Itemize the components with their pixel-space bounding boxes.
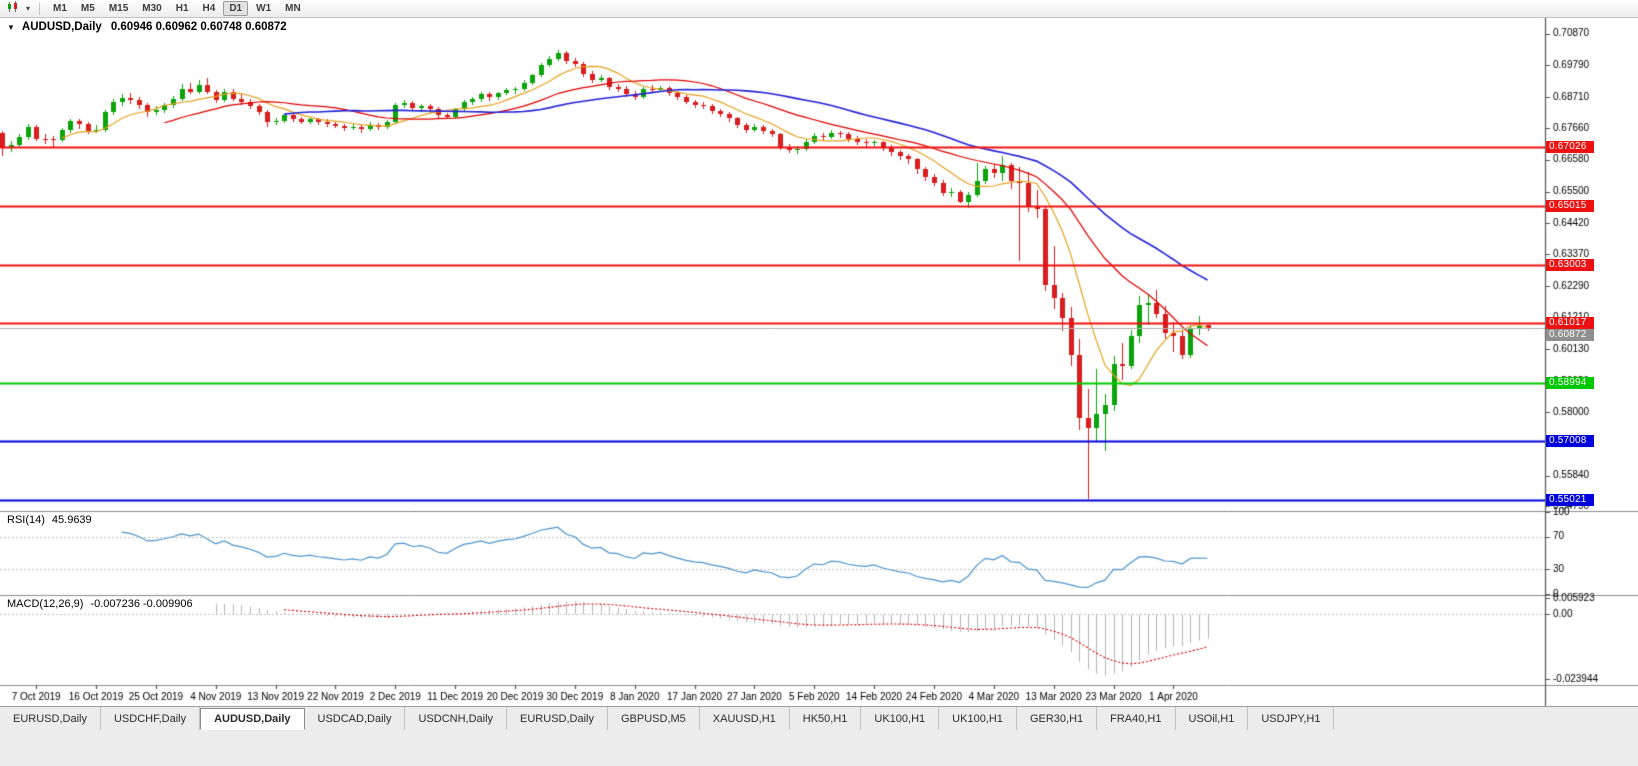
chart-style-button[interactable] — [4, 1, 23, 17]
chart-ohlc-values: 0.60946 0.60962 0.60748 0.60872 — [110, 21, 287, 33]
chart-tab-ger30-h1-11[interactable]: GER30,H1 — [1016, 707, 1098, 730]
chart-tab-uk100-h1-10[interactable]: UK100,H1 — [939, 707, 1017, 730]
chart-symbol-period: AUDUSD,Daily — [21, 21, 102, 33]
macd-indicator-label: MACD(12,26,9) -0.007236 -0.009906 — [7, 598, 193, 610]
chart-tab-usdjpy-h1-14[interactable]: USDJPY,H1 — [1248, 707, 1335, 730]
timeframe-button-m15[interactable]: M15 — [103, 1, 134, 16]
chart-tab-xauusd-h1-7[interactable]: XAUUSD,H1 — [699, 707, 790, 730]
price-level-badge-0.67026: 0.67026 — [1546, 141, 1594, 153]
timeframe-button-m1[interactable]: M1 — [47, 1, 73, 16]
timeframe-button-h4[interactable]: H4 — [197, 1, 222, 16]
status-strip — [0, 730, 1638, 766]
chart-tab-audusd-daily-2[interactable]: AUDUSD,Daily — [200, 708, 305, 730]
timeframe-button-h1[interactable]: H1 — [170, 1, 195, 16]
rsi-name: RSI(14) — [7, 514, 45, 526]
chart-tab-eurusd-daily-0[interactable]: EURUSD,Daily — [0, 707, 101, 730]
price-level-badge-0.58994: 0.58994 — [1546, 377, 1594, 389]
timeframe-buttons: M1 M5 M15 M30 H1 H4 D1 W1 MN — [46, 1, 308, 16]
price-level-badge-0.61017: 0.61017 — [1546, 317, 1594, 329]
macd-values: -0.007236 -0.009906 — [90, 598, 193, 610]
chart-tab-usdchf-daily-1[interactable]: USDCHF,Daily — [100, 707, 201, 730]
price-level-badge-0.65015: 0.65015 — [1546, 200, 1594, 212]
timeframe-button-w1[interactable]: W1 — [250, 1, 277, 16]
rsi-indicator-label: RSI(14) 45.9639 — [7, 514, 92, 526]
price-level-badge-0.63003: 0.63003 — [1546, 259, 1594, 271]
timeframe-toolbar: ▾ M1 M5 M15 M30 H1 H4 D1 W1 MN — [0, 0, 1638, 18]
bid-price-badge: 0.60872 — [1546, 329, 1594, 341]
chart-tab-hk50-h1-8[interactable]: HK50,H1 — [789, 707, 862, 730]
chart-tab-usdcnh-daily-4[interactable]: USDCNH,Daily — [405, 707, 508, 730]
candlestick-chart-icon — [7, 1, 20, 16]
timeframe-button-mn[interactable]: MN — [279, 1, 307, 16]
price-level-badge-0.55021: 0.55021 — [1546, 494, 1594, 506]
timeframe-button-m5[interactable]: M5 — [75, 1, 101, 16]
chart-title: ▼ AUDUSD,Daily 0.60946 0.60962 0.60748 0… — [7, 21, 287, 33]
chart-tab-fra40-h1-12[interactable]: FRA40,H1 — [1097, 707, 1176, 730]
timeframe-button-d1[interactable]: D1 — [223, 1, 249, 16]
chevron-down-icon: ▾ — [26, 3, 31, 13]
chart-tab-uk100-h1-9[interactable]: UK100,H1 — [861, 707, 940, 730]
toolbar-separator — [39, 2, 41, 15]
chart-tab-usdcad-daily-3[interactable]: USDCAD,Daily — [304, 707, 406, 730]
rsi-value: 45.9639 — [51, 514, 92, 526]
price-chart-canvas[interactable] — [0, 18, 1638, 706]
chart-shift-marker-icon: ▼ — [7, 22, 15, 32]
price-level-badge-0.57008: 0.57008 — [1546, 435, 1594, 447]
timeframe-button-m30[interactable]: M30 — [136, 1, 167, 16]
chart-style-caret-button[interactable]: ▾ — [23, 1, 33, 17]
macd-name: MACD(12,26,9) — [7, 598, 84, 610]
chart-tab-usoil-h1-13[interactable]: USOil,H1 — [1175, 707, 1249, 730]
chart-tab-eurusd-daily-5[interactable]: EURUSD,Daily — [507, 707, 608, 730]
chart-tab-bar: EURUSD,Daily USDCHF,Daily AUDUSD,Daily USDC… — [0, 706, 1638, 730]
chart-window: ▼ AUDUSD,Daily 0.60946 0.60962 0.60748 0… — [0, 18, 1638, 706]
chart-tab-gbpusd-m5-6[interactable]: GBPUSD,M5 — [608, 707, 700, 730]
